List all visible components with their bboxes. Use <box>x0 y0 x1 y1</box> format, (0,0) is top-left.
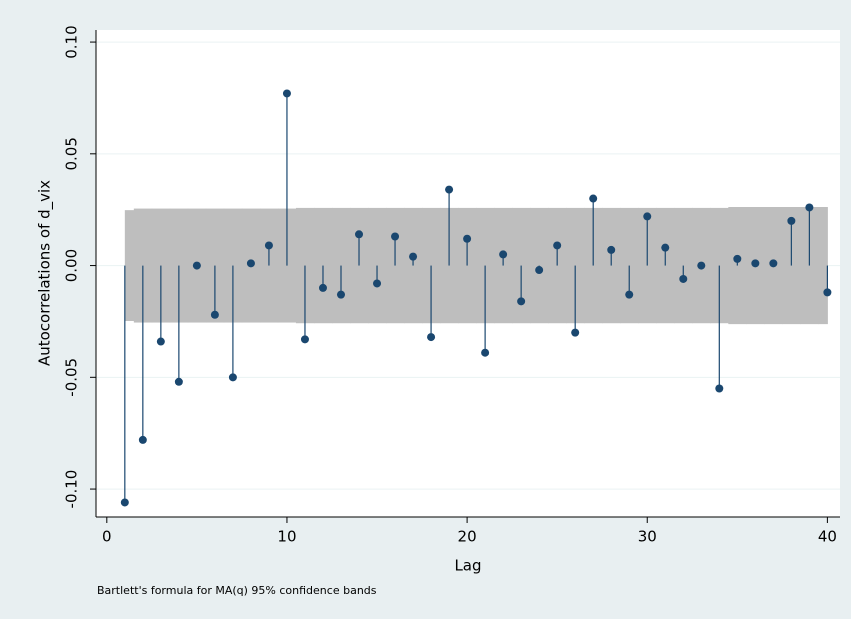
stem-marker <box>661 243 670 252</box>
stem-marker <box>228 373 237 382</box>
stem-marker <box>787 216 796 225</box>
y-tick-label: -0.05 <box>63 358 81 397</box>
stem-marker <box>156 337 165 346</box>
stem-marker <box>643 212 652 221</box>
stem-marker <box>481 348 490 357</box>
stem-marker <box>607 245 616 254</box>
confidence-band <box>818 207 828 325</box>
stem-marker <box>805 203 814 212</box>
stem-marker <box>553 241 562 250</box>
stem-marker <box>535 266 544 275</box>
x-tick-label: 20 <box>458 528 477 546</box>
x-tick-label: 10 <box>277 528 296 546</box>
stem-marker <box>264 241 273 250</box>
stem-marker <box>769 259 778 268</box>
stem-marker <box>391 232 400 241</box>
x-tick-label: 0 <box>102 528 112 546</box>
stem-marker <box>138 435 147 444</box>
y-tick-label: 0.00 <box>63 249 81 282</box>
note: Bartlett's formula for MA(q) 95% confide… <box>97 584 377 597</box>
y-axis-title: Autocorrelations of d_vix <box>36 180 55 366</box>
stem-marker <box>409 252 418 261</box>
stem-marker <box>282 89 291 98</box>
stem-marker <box>373 279 382 288</box>
stem-marker <box>823 288 832 297</box>
x-tick-label: 30 <box>638 528 657 546</box>
stem-marker <box>715 384 724 393</box>
stem-marker <box>120 498 129 507</box>
stem-marker <box>246 259 255 268</box>
stem-marker <box>336 290 345 299</box>
stem-marker <box>499 250 508 259</box>
stem-marker <box>427 333 436 342</box>
stem-marker <box>625 290 634 299</box>
stem-marker <box>697 261 706 270</box>
stem-marker <box>210 310 219 319</box>
x-tick-label: 40 <box>818 528 837 546</box>
stem-marker <box>589 194 598 203</box>
stem-marker <box>679 274 688 283</box>
stem-marker <box>751 259 760 268</box>
stem-marker <box>571 328 580 337</box>
y-tick-label: 0.05 <box>63 137 81 170</box>
stem-marker <box>517 297 526 306</box>
stem-marker <box>300 335 309 344</box>
stem-marker <box>733 254 742 263</box>
stem-marker <box>445 185 454 194</box>
stem-marker <box>463 234 472 243</box>
stem-marker <box>318 283 327 292</box>
y-tick-label: -0.10 <box>63 470 81 509</box>
stem-marker <box>355 230 364 239</box>
confidence-band <box>124 210 135 321</box>
y-tick-label: 0.10 <box>63 25 81 58</box>
x-axis-title: Lag <box>454 557 481 575</box>
stem-marker <box>174 377 183 386</box>
stem-marker <box>192 261 201 270</box>
